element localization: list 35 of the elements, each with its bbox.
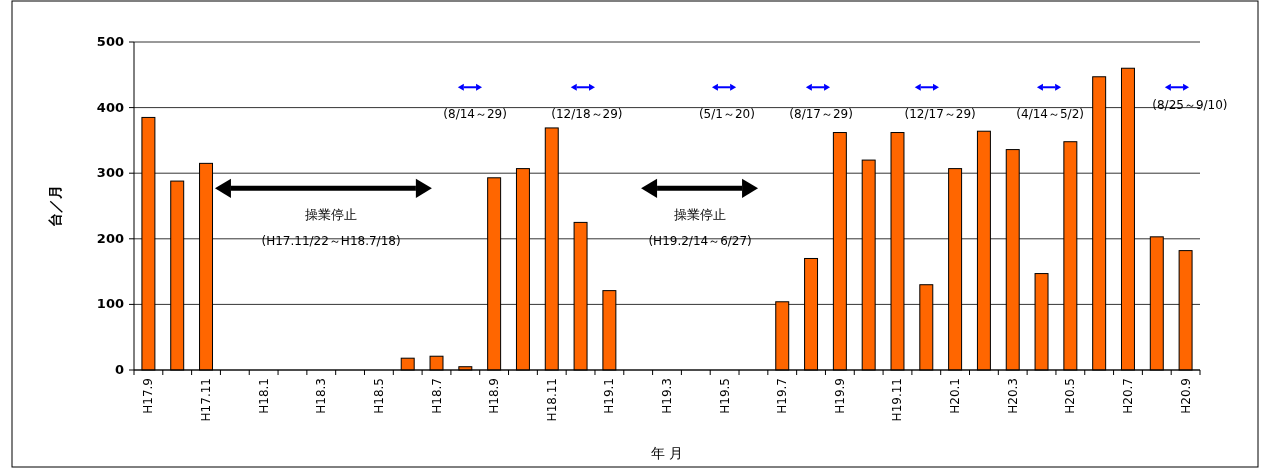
- x-tick-label: H17.9: [141, 378, 156, 414]
- x-tick-label: H18.5: [371, 378, 386, 414]
- x-tick-label: H20.1: [948, 378, 963, 414]
- x-tick-label: H18.9: [487, 378, 502, 414]
- annotation: (8/17～29): [789, 107, 853, 122]
- x-tick-label: H20.5: [1063, 378, 1078, 414]
- x-tick-label: H18.1: [256, 378, 271, 414]
- annotation: 操業停止: [674, 207, 727, 223]
- annotation: (8/14～29): [443, 107, 507, 122]
- y-tick-label: 200: [96, 230, 124, 246]
- y-tick-label: 300: [96, 165, 124, 181]
- x-tick-label: H19.5: [717, 378, 732, 414]
- x-tick-label: H18.7: [429, 378, 444, 414]
- y-axis-title: 台／月: [47, 185, 63, 227]
- annotation: (12/18～29): [551, 107, 623, 122]
- x-tick-label: H18.11: [544, 378, 559, 422]
- x-tick-label: H20.3: [1005, 378, 1020, 414]
- y-tick-label: 0: [114, 362, 124, 377]
- x-tick-label: H18.3: [314, 378, 329, 414]
- annotation: 操業停止: [305, 207, 358, 223]
- y-tick-label: 500: [96, 34, 124, 49]
- x-tick-label: H19.9: [832, 378, 847, 414]
- x-tick-label: H19.1: [602, 378, 617, 414]
- x-tick-label: H19.11: [890, 378, 905, 422]
- annotation: (4/14～5/2): [1016, 107, 1084, 122]
- x-tick-label: H19.7: [775, 378, 790, 414]
- y-tick-label: 400: [96, 99, 124, 115]
- y-tick-label: 100: [96, 296, 124, 312]
- x-tick-label: H17.11: [199, 378, 214, 422]
- x-tick-label: H20.9: [1178, 378, 1193, 414]
- x-tick-label: H19.3: [660, 378, 674, 414]
- x-tick-label: H20.7: [1120, 378, 1135, 414]
- x-axis-title: 年 月: [650, 445, 684, 461]
- annotation: (5/1～20): [698, 107, 755, 122]
- annotation: (12/17～29): [904, 107, 976, 122]
